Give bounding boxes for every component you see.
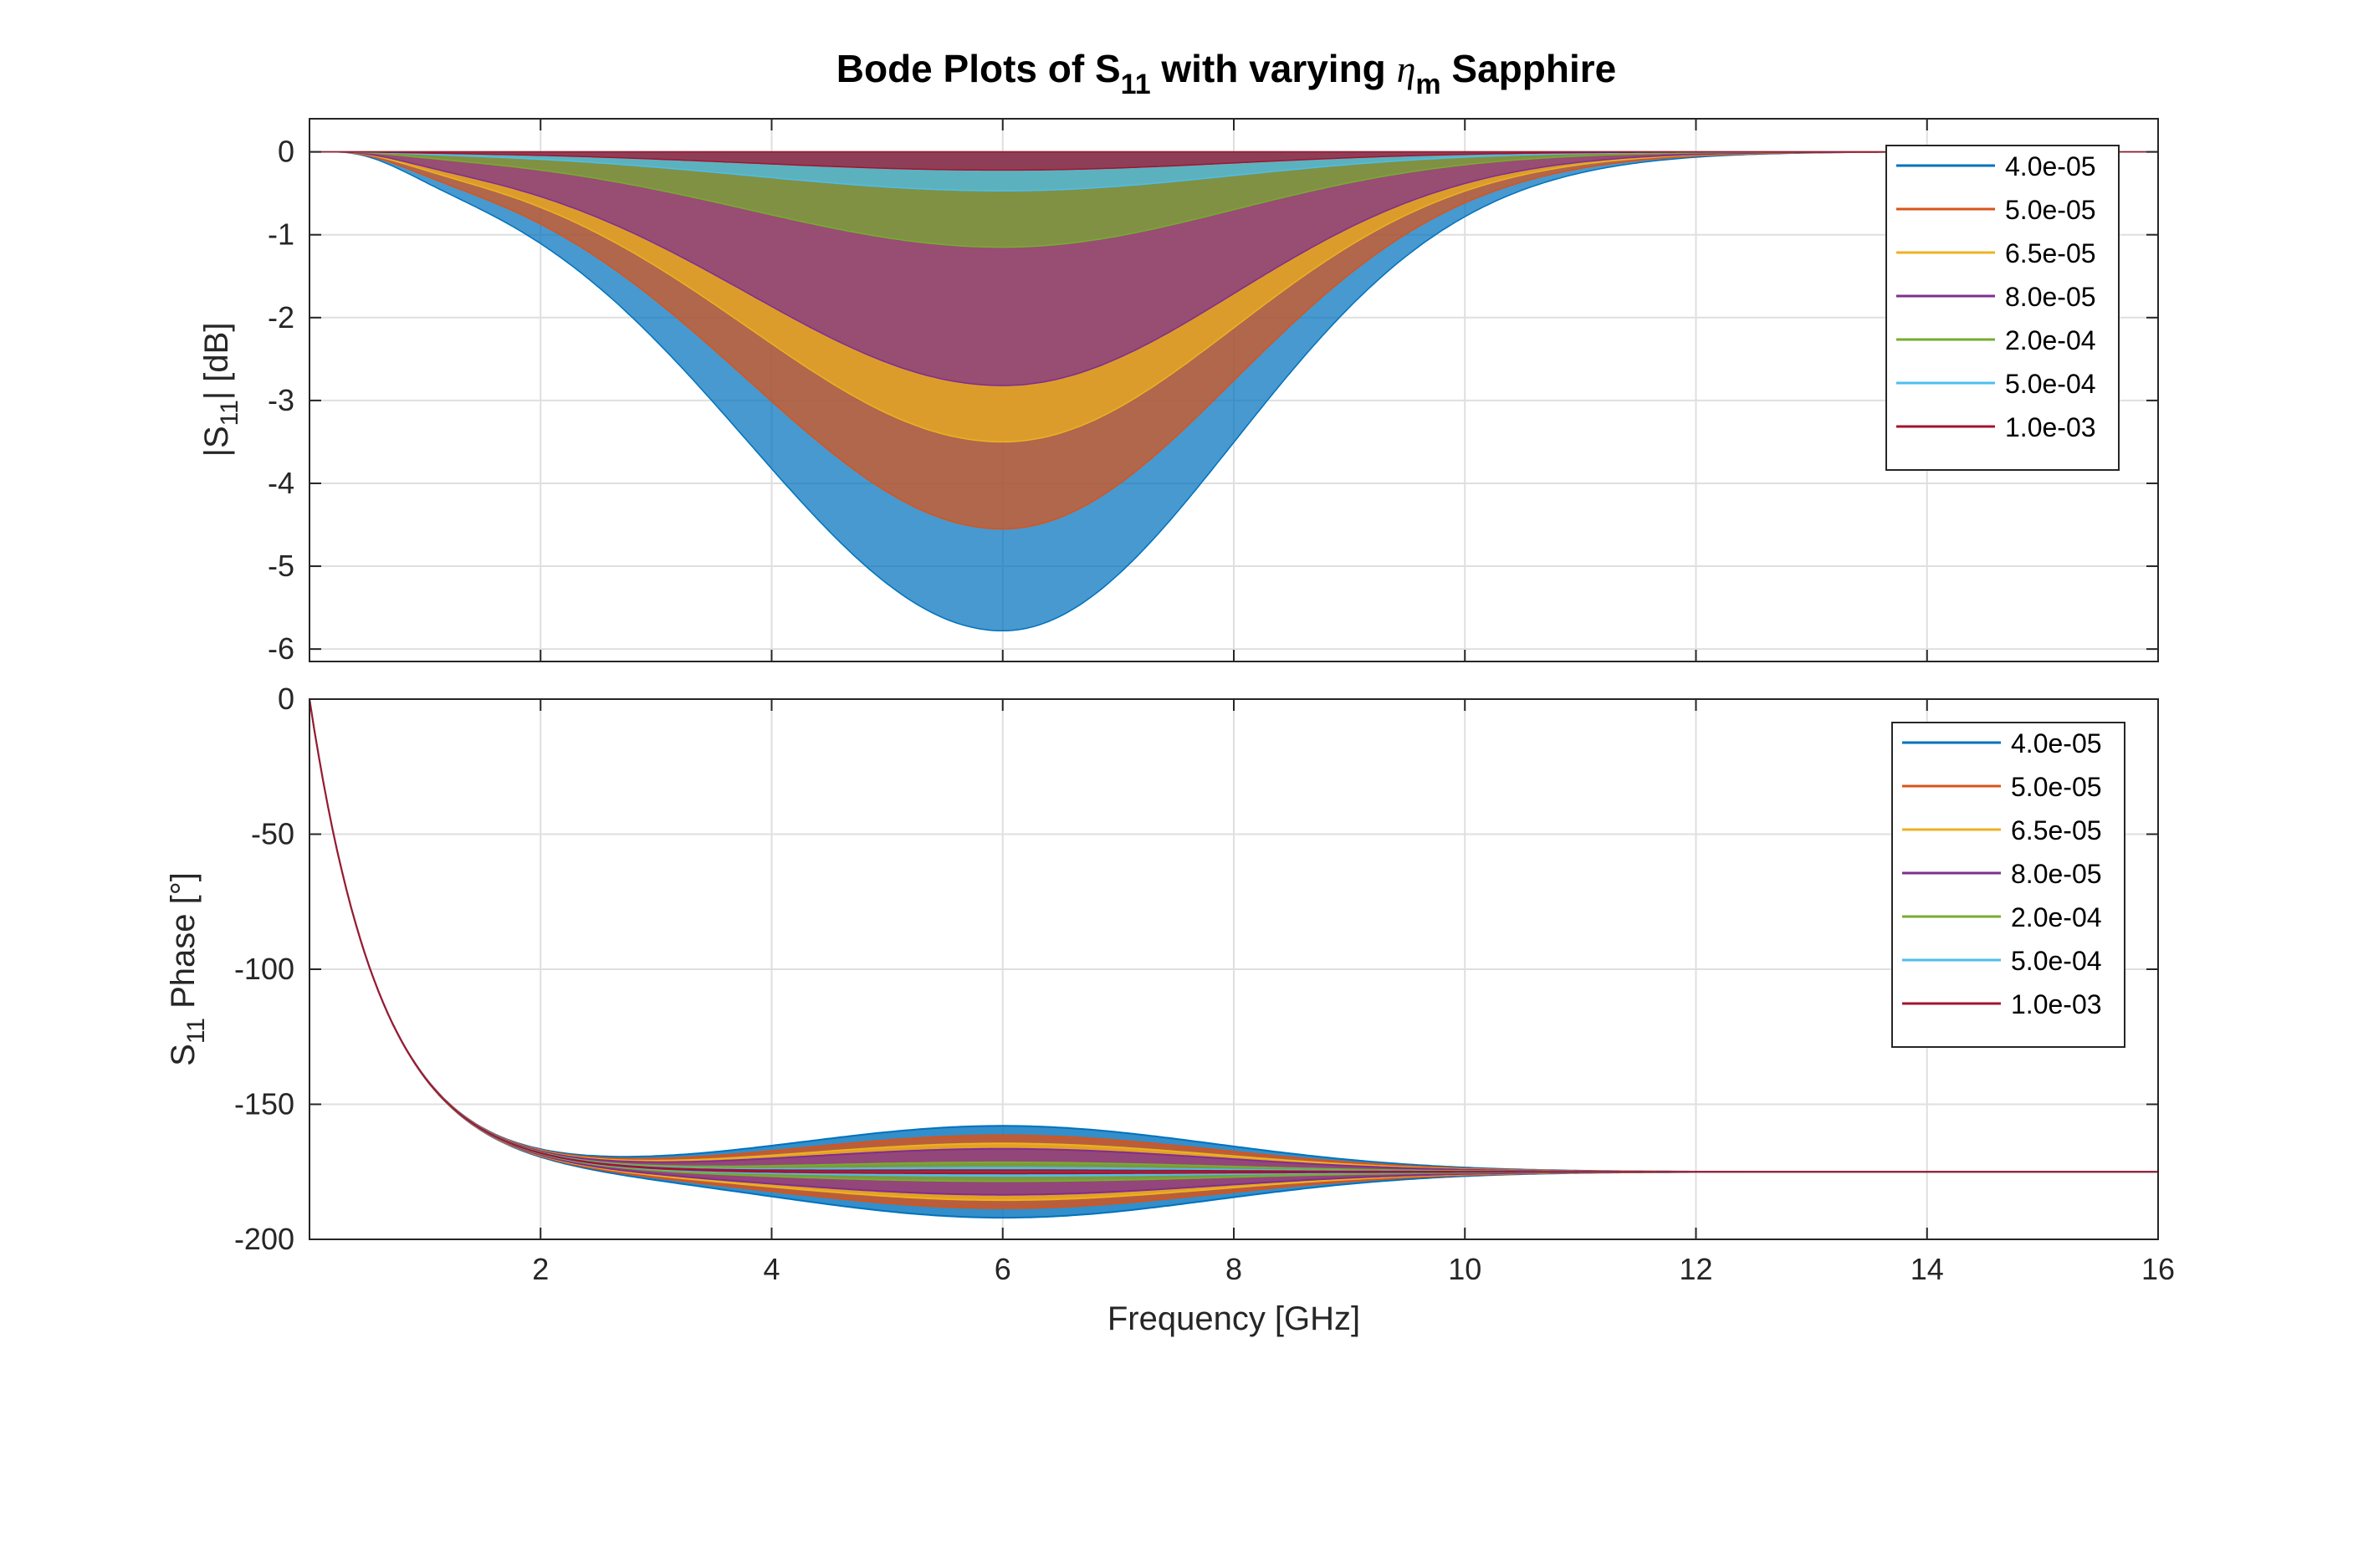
phase-legend-label: 2.0e-04 [2011,902,2102,932]
title-sub1: 11 [1121,69,1151,100]
magnitude-legend-label: 6.5e-05 [2005,238,2096,268]
magnitude-ytick-label: -5 [268,549,294,583]
magnitude-legend-box [1885,145,2120,471]
magnitude-ytick-label: -3 [268,383,294,417]
phase-ylabel-sub: 11 [182,1018,210,1044]
magnitude-ylabel-pre: |S [198,426,235,457]
phase-ytick-label: -200 [234,1222,294,1256]
magnitude-ylabel: |S11| [dB] [198,323,243,457]
phase-ytick-label: -100 [234,952,294,986]
x-tick-label: 12 [1679,1252,1712,1286]
phase-legend-label: 5.0e-05 [2011,772,2102,802]
magnitude-legend-label: 8.0e-05 [2005,282,2096,312]
magnitude-legend-label: 2.0e-04 [2005,325,2096,355]
phase-legend-label: 4.0e-05 [2011,728,2102,758]
magnitude-ytick-label: 0 [278,135,294,169]
phase-legend-label: 5.0e-04 [2011,946,2102,976]
chart-title: Bode Plots of S11 with varying ηm Sapphi… [836,47,1616,100]
phase-ytick-label: 0 [278,682,294,716]
phase-legend: 4.0e-05 5.0e-05 6.5e-05 8.0e-05 2.0e-04 5.0e-… [1891,722,2125,1048]
phase-ylabel-post: Phase [°] [165,872,202,1018]
phase-ytick-label: -150 [234,1087,294,1121]
phase-ylabel-pre: S [165,1044,202,1066]
phase-legend-label: 1.0e-03 [2011,989,2102,1019]
x-tick-label: 8 [1225,1252,1242,1286]
magnitude-legend: 4.0e-05 5.0e-05 6.5e-05 8.0e-05 2.0e-04 5.0e-… [1885,145,2120,471]
title-sub2: m [1415,69,1440,100]
magnitude-ytick-label: -1 [268,217,294,252]
phase-legend-label: 8.0e-05 [2011,859,2102,889]
phase-subplot: 0 -50 -100 -150 -200 S11 Phase [°] 4.0e-05 5.… [165,682,2159,1256]
x-tick-labels: 2 4 6 8 10 12 14 16 [532,1252,2175,1286]
magnitude-subplot: 0 -1 -2 -3 -4 -5 -6 |S11| [dB] 4.0e-05 5.0e-05 6… [198,118,2159,666]
magnitude-legend-label: 1.0e-03 [2005,412,2096,442]
x-tick-label: 4 [763,1252,780,1286]
x-tick-label: 6 [995,1252,1011,1286]
phase-legend-label: 6.5e-05 [2011,815,2102,845]
title-part2: with varying [1151,47,1397,90]
x-tick-label: 14 [1911,1252,1944,1286]
x-tick-label: 16 [2141,1252,2175,1286]
magnitude-series [309,151,2158,632]
phase-ticks: 0 -50 -100 -150 -200 [234,682,2159,1256]
magnitude-ticks: 0 -1 -2 -3 -4 -5 -6 [268,119,2159,666]
magnitude-ytick-label: -4 [268,466,294,500]
title-symbol: η [1397,48,1416,90]
phase-ylabel: S11 Phase [°] [165,872,210,1066]
magnitude-legend-label: 4.0e-05 [2005,151,2096,181]
x-tick-label: 2 [532,1252,549,1286]
x-tick-label: 10 [1448,1252,1481,1286]
magnitude-series-1.0e-03 [309,151,2158,171]
magnitude-legend-label: 5.0e-04 [2005,369,2096,399]
magnitude-legend-label: 5.0e-05 [2005,195,2096,225]
magnitude-ytick-label: -6 [268,631,294,666]
title-part3: Sapphire [1441,47,1617,90]
x-axis-label: Frequency [GHz] [1107,1300,1360,1337]
phase-ytick-label: -50 [251,817,294,851]
phase-legend-box [1891,722,2125,1048]
title-part1: Bode Plots of S [836,47,1121,90]
magnitude-ytick-label: -2 [268,300,294,335]
magnitude-ylabel-post: | [dB] [198,323,235,401]
magnitude-ylabel-sub: 11 [216,400,243,426]
